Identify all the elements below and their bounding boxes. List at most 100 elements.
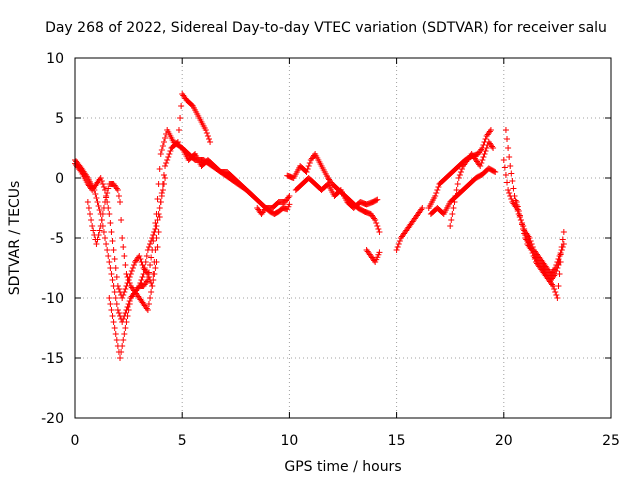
data-point (136, 283, 143, 289)
data-point (118, 217, 125, 223)
data-point (375, 226, 382, 232)
data-point (555, 283, 562, 289)
data-point (479, 157, 486, 163)
data-point (481, 151, 488, 157)
data-point (151, 229, 158, 235)
data-point (142, 259, 149, 265)
data-point (112, 331, 119, 337)
data-point (373, 197, 380, 204)
data-point (502, 127, 509, 133)
data-point (108, 271, 115, 277)
data-point (126, 280, 133, 286)
data-point (491, 168, 498, 175)
data-point (551, 286, 558, 292)
data-point (158, 147, 165, 153)
data-point (457, 169, 464, 175)
data-point (144, 247, 151, 253)
data-point (106, 259, 113, 265)
series-track-j (393, 205, 426, 253)
data-point (553, 292, 560, 298)
data-point (555, 262, 562, 268)
data-point (432, 193, 439, 199)
data-point (110, 319, 117, 325)
data-point (553, 268, 560, 274)
data-point (514, 203, 521, 210)
data-point (122, 262, 129, 268)
data-point (166, 151, 173, 157)
data-point (162, 135, 169, 141)
data-point (113, 274, 120, 280)
data-point (515, 208, 522, 214)
data-point (152, 226, 159, 232)
data-point (202, 127, 209, 133)
data-point (528, 247, 535, 253)
data-point (560, 229, 567, 235)
data-point (504, 179, 511, 186)
data-point (117, 355, 124, 361)
data-point (157, 199, 164, 205)
data-point (550, 283, 557, 289)
data-point (109, 313, 116, 319)
data-point (527, 244, 534, 250)
chart-title: Day 268 of 2022, Sidereal Day-to-day VTE… (45, 20, 607, 36)
data-point (113, 301, 120, 307)
data-point (95, 203, 102, 209)
data-point (147, 262, 154, 268)
data-point (109, 238, 116, 244)
y-tick-label: -5 (50, 231, 64, 247)
data-point (304, 166, 311, 172)
data-point (450, 205, 457, 211)
data-point (394, 244, 401, 250)
data-point (125, 307, 132, 313)
data-point (206, 136, 212, 142)
y-tick-label: 5 (55, 111, 64, 127)
data-point (150, 271, 157, 277)
data-point (77, 167, 84, 174)
data-point (143, 253, 150, 259)
data-point (160, 172, 167, 178)
data-point (393, 247, 400, 253)
data-point (505, 187, 512, 193)
data-point (160, 181, 167, 187)
data-point (120, 337, 127, 343)
data-point (207, 139, 214, 145)
data-point (516, 212, 523, 219)
data-point (107, 265, 114, 271)
data-point (112, 265, 119, 271)
data-point (103, 194, 110, 201)
data-point (487, 127, 494, 133)
data-point (556, 259, 563, 265)
data-point (93, 241, 100, 247)
data-point (106, 211, 113, 217)
data-point (178, 103, 185, 109)
data-point (145, 301, 152, 307)
data-point (435, 184, 442, 190)
data-point (554, 265, 561, 271)
data-point (89, 223, 96, 229)
data-point (99, 181, 106, 187)
data-point (110, 247, 117, 253)
data-point (552, 289, 559, 295)
data-point (138, 277, 145, 283)
data-point (148, 254, 155, 261)
data-point (454, 181, 461, 187)
data-point (149, 235, 156, 241)
data-point (177, 115, 184, 121)
data-point (87, 211, 94, 217)
data-point (113, 337, 120, 343)
data-point (93, 195, 100, 201)
data-point (517, 217, 524, 223)
data-point (305, 163, 312, 169)
data-point (448, 217, 455, 223)
data-point (458, 166, 465, 172)
series-track-b (72, 91, 214, 301)
data-point (150, 277, 157, 283)
data-point (505, 145, 512, 151)
data-point (510, 185, 517, 192)
data-point (159, 143, 166, 149)
data-point (119, 343, 126, 349)
data-point (128, 268, 135, 274)
data-point (114, 283, 121, 289)
series-track-i (363, 247, 383, 265)
